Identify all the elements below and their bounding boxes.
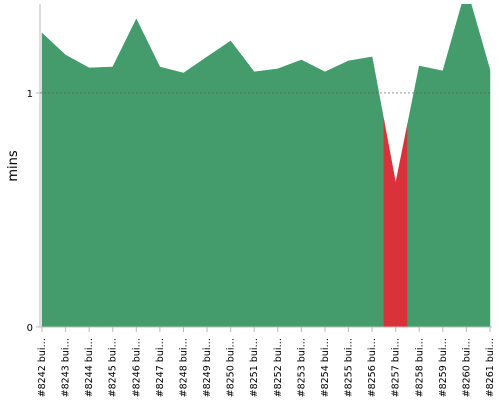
x-tick-label: #8248 bui… [178, 338, 189, 397]
area-segment [265, 64, 290, 327]
x-tick-label: #8249 bui… [202, 338, 213, 397]
area-segment [147, 42, 172, 327]
area-segment [312, 65, 337, 327]
x-tick-label: #8256 bui… [367, 338, 378, 397]
area-segment [407, 65, 432, 327]
x-tick-label: #8252 bui… [273, 338, 284, 397]
x-tick-label: #8259 bui… [438, 338, 449, 397]
x-tick-label: #8257 bui… [391, 338, 402, 397]
x-tick-label: #8254 bui… [320, 338, 331, 397]
area-segment [53, 43, 78, 327]
y-axis-label: mins [6, 150, 21, 182]
area-segment [77, 61, 102, 327]
area-segment [171, 64, 196, 327]
x-tick-label: #8250 bui… [226, 338, 237, 397]
y-tick-label: 1 [27, 89, 33, 100]
x-tick-label: #8244 bui… [84, 338, 95, 397]
area-segment [218, 40, 243, 327]
area-segment [430, 29, 455, 327]
x-tick-label: #8243 bui… [61, 338, 72, 397]
area-segment [477, 28, 491, 327]
area-segment [336, 58, 361, 327]
area-segment [195, 48, 220, 327]
area-segment [124, 18, 149, 327]
area-segment [383, 119, 408, 327]
x-tick-label: #8242 bui… [37, 338, 48, 397]
area-segment [360, 56, 385, 327]
x-tick-label: #8261 bui… [485, 338, 496, 397]
x-tick-label: #8251 bui… [249, 338, 260, 397]
x-tick-label: #8246 bui… [131, 338, 142, 397]
x-tick-label: #8258 bui… [414, 338, 425, 397]
area-segment [454, 4, 479, 327]
plot-area [41, 4, 491, 327]
area-segment [100, 42, 125, 327]
x-tick-label: #8255 bui… [344, 338, 355, 397]
y-tick-label: 0 [27, 323, 33, 334]
area-segment [289, 59, 314, 327]
x-tick-label: #8253 bui… [296, 338, 307, 397]
area-segment [41, 32, 55, 327]
x-tick-label: #8245 bui… [108, 338, 119, 397]
area-segment [242, 55, 267, 327]
x-tick-label: #8247 bui… [155, 338, 166, 397]
x-tick-label: #8260 bui… [461, 338, 472, 397]
